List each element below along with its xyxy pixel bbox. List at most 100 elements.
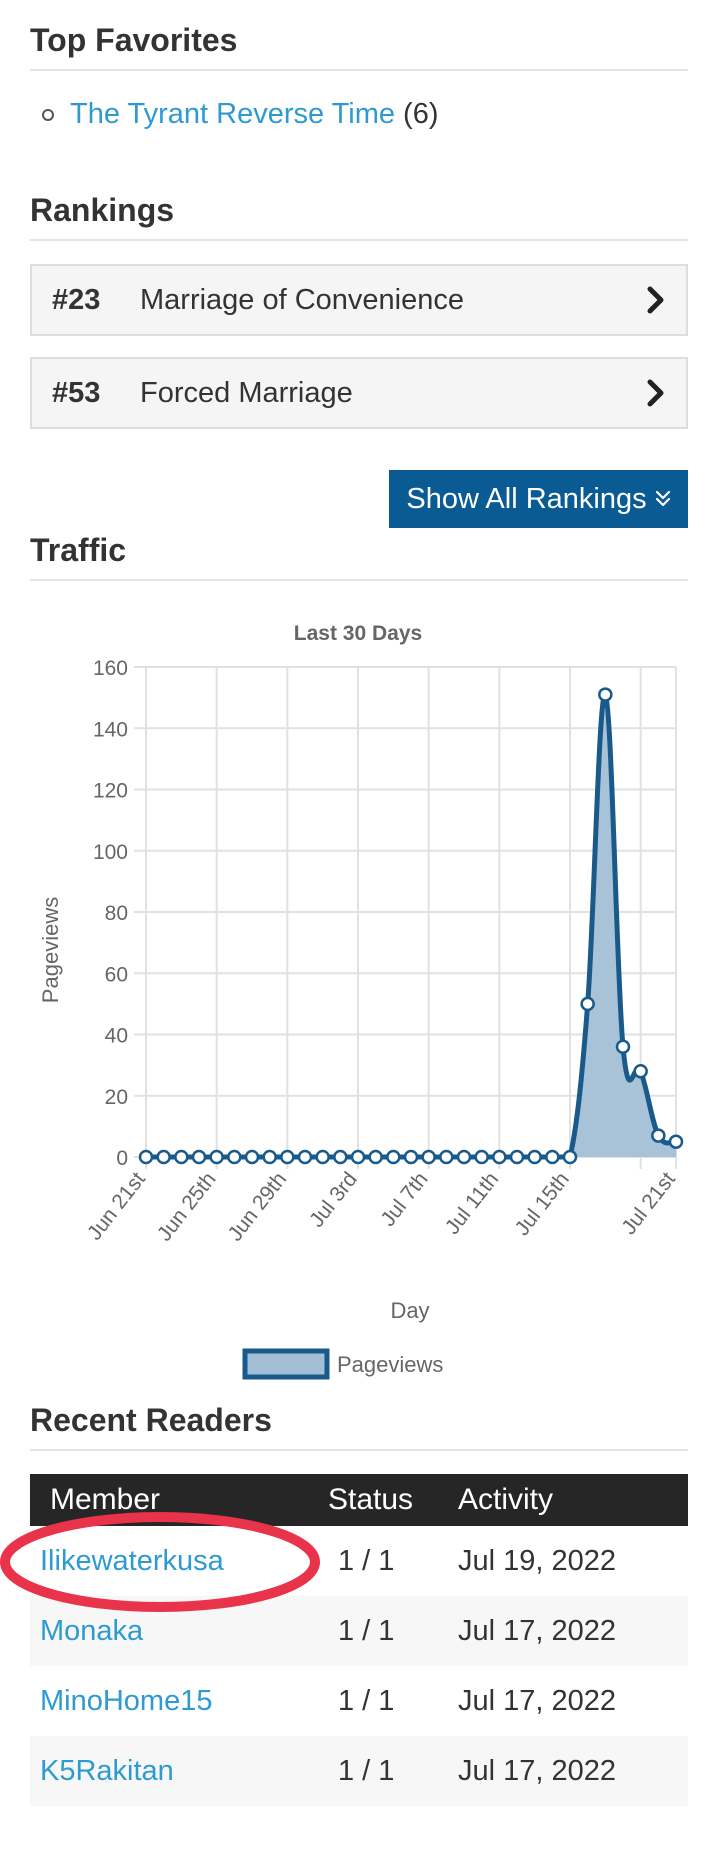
data-point [386, 1149, 401, 1165]
data-point [244, 1149, 260, 1165]
chart-legend[interactable]: Pageviews [242, 1348, 443, 1380]
x-tick-label: Jun 29th [224, 1168, 292, 1246]
y-tick-label: 80 [105, 902, 128, 925]
data-point [562, 1149, 578, 1165]
data-point [403, 1149, 419, 1165]
data-point [209, 1149, 224, 1165]
data-point [368, 1149, 383, 1165]
table-row: MinoHome15 1 / 1 Jul 17, 2022 [30, 1666, 688, 1736]
data-point [509, 1149, 525, 1165]
x-tick-label: Jul 11th [441, 1168, 503, 1239]
favorite-link[interactable]: The Tyrant Reverse Time [70, 98, 396, 130]
pageviews-points [138, 687, 684, 1165]
member-link[interactable]: MinoHome15 [40, 1684, 213, 1717]
data-point [474, 1149, 489, 1165]
x-tick-label: Jul 7th [376, 1168, 432, 1231]
member-link[interactable]: Ilikewaterkusa [40, 1544, 224, 1577]
chevron-right-icon [626, 286, 686, 314]
legend-swatch [242, 1348, 330, 1380]
table-row: Ilikewaterkusa 1 / 1 Jul 19, 2022 [30, 1526, 688, 1596]
chevron-right-icon [626, 379, 686, 407]
y-tick-label: 0 [116, 1147, 128, 1170]
favorite-item: The Tyrant Reverse Time (6) [30, 98, 688, 131]
ranking-name: Marriage of Convenience [140, 283, 465, 316]
data-point [633, 1064, 648, 1079]
traffic-title: Traffic [30, 532, 688, 581]
data-point [439, 1149, 454, 1165]
x-tick-label: Jul 21st [617, 1168, 680, 1239]
y-axis-label: Pageviews [38, 897, 63, 1003]
data-point [315, 1149, 330, 1165]
double-chevron-down-icon [655, 490, 671, 508]
x-axis-ticks: Jun 21st Jun 25th Jun 29th Jul 3rd Jul 7th Ju… [83, 1168, 680, 1246]
activity-cell: Jul 17, 2022 [458, 1596, 688, 1666]
member-link[interactable]: K5Rakitan [40, 1754, 174, 1787]
data-point [651, 1128, 666, 1143]
data-point [297, 1149, 313, 1165]
recent-readers-title: Recent Readers [30, 1402, 688, 1451]
data-point [174, 1149, 189, 1165]
y-tick-label: 120 [93, 780, 128, 803]
ranking-name: Forced Marriage [140, 376, 353, 409]
rankings-title: Rankings [30, 192, 688, 241]
recent-readers-table: Member Status Activity Ilikewaterkusa 1 … [30, 1474, 688, 1806]
column-header-status: Status [310, 1474, 458, 1526]
ranking-number: #23 [52, 283, 101, 316]
data-point [350, 1149, 366, 1165]
member-link[interactable]: Monaka [40, 1614, 144, 1647]
y-tick-label: 40 [105, 1025, 128, 1048]
status-cell: 1 / 1 [310, 1596, 458, 1666]
x-tick-label: Jul 15th [511, 1168, 574, 1240]
x-tick-label: Jul 3rd [305, 1168, 362, 1232]
x-tick-label: Jun 25th [153, 1168, 221, 1246]
data-point [527, 1149, 542, 1165]
ranking-row[interactable]: #23 Marriage of Convenience [30, 264, 688, 336]
status-cell: 1 / 1 [310, 1736, 458, 1806]
data-point [280, 1149, 295, 1165]
data-point [456, 1149, 472, 1165]
data-point [262, 1149, 277, 1165]
status-cell: 1 / 1 [310, 1526, 458, 1596]
favorite-count: (6) [403, 98, 439, 130]
data-point [333, 1149, 348, 1165]
column-header-member: Member [30, 1474, 310, 1526]
traffic-chart: Last 30 Days 0 20 40 60 80 100 120 140 160 Jun 2… [38, 622, 684, 1380]
status-cell: 1 / 1 [310, 1666, 458, 1736]
show-all-rankings-label: Show All Rankings [406, 482, 647, 515]
table-header-row: Member Status Activity [30, 1474, 688, 1526]
chart-title: Last 30 Days [294, 622, 422, 645]
activity-cell: Jul 17, 2022 [458, 1736, 688, 1806]
y-tick-label: 100 [93, 841, 128, 864]
table-row: K5Rakitan 1 / 1 Jul 17, 2022 [30, 1736, 688, 1806]
y-tick-label: 140 [93, 718, 128, 741]
show-all-rankings-button[interactable]: Show All Rankings [389, 470, 688, 528]
column-header-activity: Activity [458, 1474, 688, 1526]
data-point [545, 1149, 560, 1165]
x-tick-label: Jun 21st [83, 1168, 150, 1245]
y-tick-label: 20 [105, 1086, 128, 1109]
data-point [668, 1134, 684, 1149]
activity-cell: Jul 19, 2022 [458, 1526, 688, 1596]
data-point [492, 1149, 507, 1165]
data-point [615, 1039, 631, 1054]
data-point [598, 687, 613, 702]
y-tick-label: 160 [93, 657, 128, 680]
data-point [138, 1149, 154, 1165]
table-row: Monaka 1 / 1 Jul 17, 2022 [30, 1596, 688, 1666]
data-point [156, 1149, 171, 1165]
data-point [191, 1149, 207, 1165]
legend-label: Pageviews [337, 1352, 443, 1377]
x-axis-label: Day [390, 1298, 429, 1323]
top-favorites-title: Top Favorites [30, 22, 688, 71]
data-point [421, 1149, 436, 1165]
data-point [580, 996, 595, 1012]
ranking-number: #53 [52, 376, 101, 409]
y-tick-label: 60 [105, 963, 128, 986]
bullet-icon [42, 108, 54, 121]
pageviews-area [146, 694, 676, 1157]
top-favorites-list: The Tyrant Reverse Time (6) [30, 98, 688, 131]
y-axis-ticks: 0 20 40 60 80 100 120 140 160 [93, 657, 128, 1170]
data-point [227, 1149, 242, 1165]
activity-cell: Jul 17, 2022 [458, 1666, 688, 1736]
ranking-row[interactable]: #53 Forced Marriage [30, 357, 688, 429]
